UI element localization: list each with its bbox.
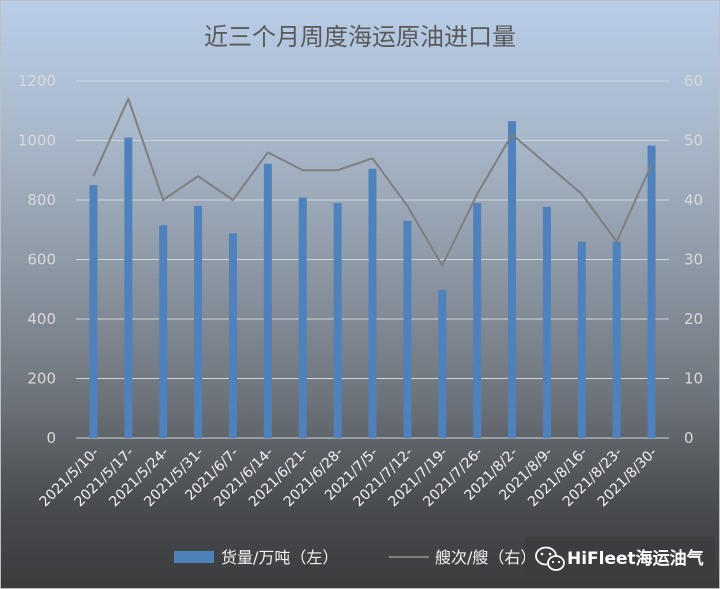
legend-swatch-bar xyxy=(174,551,214,563)
y-right-tick-label: 20 xyxy=(684,310,703,328)
y-right-tick-label: 10 xyxy=(684,370,703,388)
y-left-tick-label: 0 xyxy=(46,429,56,447)
bar xyxy=(473,202,482,438)
y-axis-right: 0 10 20 30 40 50 60 xyxy=(684,72,703,447)
bar xyxy=(263,163,272,438)
y-right-tick-label: 60 xyxy=(684,72,703,90)
y-left-tick-label: 800 xyxy=(27,191,56,209)
legend-label-bar: 货量/万吨（左） xyxy=(221,548,338,567)
bar xyxy=(612,241,621,438)
y-left-tick-label: 1000 xyxy=(18,132,56,150)
bar xyxy=(438,289,447,438)
legend: 货量/万吨（左） 艘次/艘（右） xyxy=(174,548,536,567)
y-right-tick-label: 0 xyxy=(684,429,694,447)
bar xyxy=(542,206,551,438)
y-right-tick-label: 40 xyxy=(684,191,703,209)
x-axis-labels: 2021/5/10-2021/5/17-2021/5/24-2021/5/31-… xyxy=(37,445,661,511)
y-left-tick-label: 600 xyxy=(27,251,56,269)
bar-series xyxy=(89,121,656,438)
bar xyxy=(89,185,98,438)
chart-title: 近三个月周度海运原油进口量 xyxy=(204,23,516,51)
watermark: HiFleet海运油气 xyxy=(525,537,715,579)
legend-label-line: 艘次/艘（右） xyxy=(435,548,536,567)
watermark-text: HiFleet海运油气 xyxy=(567,548,704,569)
bar xyxy=(228,233,237,438)
y-right-tick-label: 50 xyxy=(684,132,703,150)
bar xyxy=(577,241,586,438)
watermark-background xyxy=(525,537,715,579)
bar xyxy=(647,145,656,438)
bar xyxy=(403,220,412,438)
y-left-tick-label: 400 xyxy=(27,310,56,328)
wechat-icon xyxy=(535,546,565,571)
bar xyxy=(194,205,203,438)
bar xyxy=(368,168,377,438)
bar xyxy=(159,225,168,438)
bar xyxy=(298,197,307,438)
bar xyxy=(333,202,342,438)
bar xyxy=(124,137,133,438)
bar xyxy=(508,121,517,438)
line-series xyxy=(92,97,653,267)
y-axis-left: 0 200 400 600 800 1000 1200 xyxy=(18,72,56,447)
series-line xyxy=(92,97,653,267)
y-left-tick-label: 1200 xyxy=(18,72,56,90)
y-right-tick-label: 30 xyxy=(684,251,703,269)
y-left-tick-label: 200 xyxy=(27,370,56,388)
